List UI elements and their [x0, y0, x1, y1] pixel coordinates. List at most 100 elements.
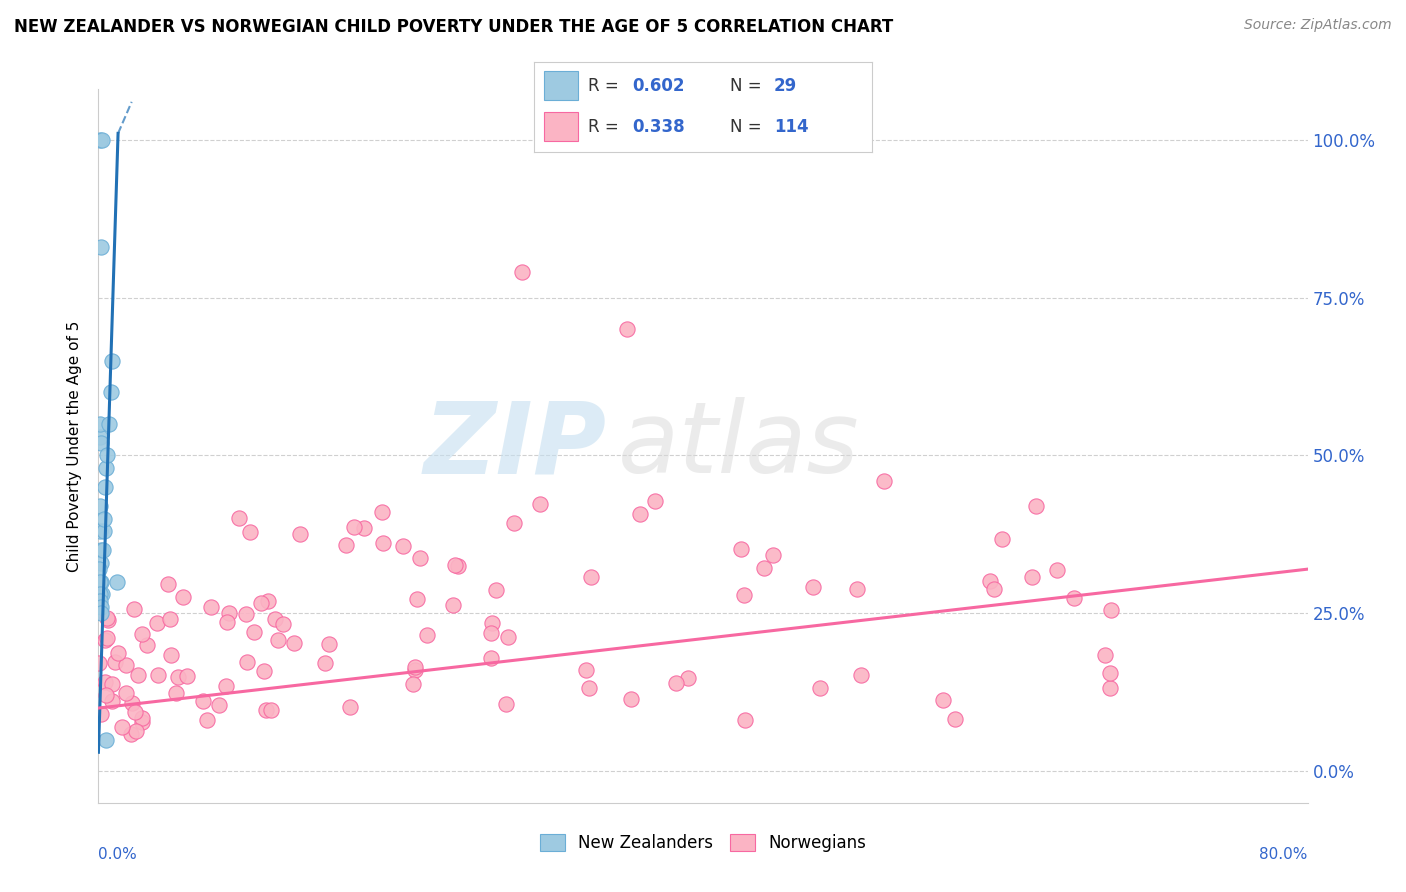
Point: [114, 686, 136, 700]
Point: [90, 543, 112, 558]
Point: [1021, 570, 1043, 584]
Point: [218, 607, 240, 621]
Point: [105, 574, 128, 589]
Point: [193, 694, 215, 708]
Point: [159, 612, 181, 626]
Point: [575, 663, 598, 677]
Point: [100, 677, 122, 691]
Point: [96, 610, 118, 624]
Point: [217, 615, 239, 629]
Point: [131, 711, 153, 725]
Point: [125, 724, 148, 739]
Point: [96, 631, 118, 645]
Point: [578, 681, 600, 695]
Point: [253, 664, 276, 678]
Point: [176, 668, 198, 682]
Point: [89, 417, 111, 431]
Text: 0.338: 0.338: [633, 118, 685, 136]
Point: [89, 593, 111, 607]
Point: [165, 686, 187, 700]
Point: [166, 671, 188, 685]
Point: [93, 511, 115, 525]
Point: [932, 693, 955, 707]
Point: [406, 592, 429, 607]
Y-axis label: Child Poverty Under the Age of 5: Child Poverty Under the Age of 5: [67, 320, 83, 572]
Point: [273, 616, 295, 631]
Point: [353, 521, 375, 535]
Point: [131, 714, 153, 729]
Point: [131, 627, 153, 641]
Point: [257, 594, 280, 608]
Point: [101, 694, 124, 708]
Point: [943, 712, 966, 726]
Point: [665, 676, 688, 690]
Point: [754, 561, 776, 575]
Text: ZIP: ZIP: [423, 398, 606, 494]
Text: R =: R =: [588, 118, 624, 136]
Point: [644, 494, 666, 508]
Text: Source: ZipAtlas.com: Source: ZipAtlas.com: [1244, 18, 1392, 32]
Point: [90, 707, 112, 722]
Point: [90, 556, 112, 570]
Point: [100, 385, 122, 400]
Point: [288, 527, 311, 541]
Point: [979, 574, 1001, 588]
Point: [267, 632, 290, 647]
Point: [1098, 665, 1121, 680]
Point: [808, 681, 831, 695]
Point: [479, 651, 502, 665]
Point: [991, 532, 1014, 546]
Point: [444, 558, 467, 573]
Bar: [544, 71, 578, 100]
Point: [89, 524, 111, 539]
Point: [1063, 591, 1085, 606]
Point: [730, 542, 752, 557]
Point: [416, 627, 439, 641]
Point: [94, 633, 117, 648]
Point: [391, 539, 413, 553]
Text: 29: 29: [773, 77, 797, 95]
Point: [243, 625, 266, 640]
Point: [114, 657, 136, 672]
Point: [441, 598, 464, 612]
Point: [873, 474, 896, 488]
Point: [136, 638, 159, 652]
Point: [104, 656, 127, 670]
Point: [90, 435, 112, 450]
Bar: [544, 112, 578, 141]
Text: 114: 114: [773, 118, 808, 136]
Point: [121, 696, 143, 710]
Point: [235, 607, 257, 621]
Point: [983, 582, 1005, 597]
Point: [89, 429, 111, 443]
Text: atlas: atlas: [619, 398, 860, 494]
Point: [236, 655, 259, 669]
Point: [254, 703, 277, 717]
Point: [89, 587, 111, 601]
Point: [111, 720, 134, 734]
Point: [89, 574, 111, 589]
Point: [335, 538, 357, 552]
Point: [145, 615, 167, 630]
Point: [94, 689, 117, 703]
Point: [89, 499, 111, 513]
Point: [264, 612, 287, 626]
Point: [851, 668, 873, 682]
Point: [127, 667, 149, 681]
Text: R =: R =: [588, 77, 624, 95]
Point: [228, 510, 250, 524]
Point: [498, 630, 520, 644]
Point: [1094, 648, 1116, 662]
Point: [122, 602, 145, 616]
Point: [101, 353, 124, 368]
Point: [485, 582, 508, 597]
Point: [91, 543, 114, 558]
Point: [94, 732, 117, 747]
Point: [156, 576, 179, 591]
Point: [404, 664, 426, 678]
Point: [801, 580, 824, 594]
Point: [90, 240, 112, 254]
Point: [94, 480, 117, 494]
Point: [409, 551, 432, 566]
Point: [1046, 563, 1069, 577]
